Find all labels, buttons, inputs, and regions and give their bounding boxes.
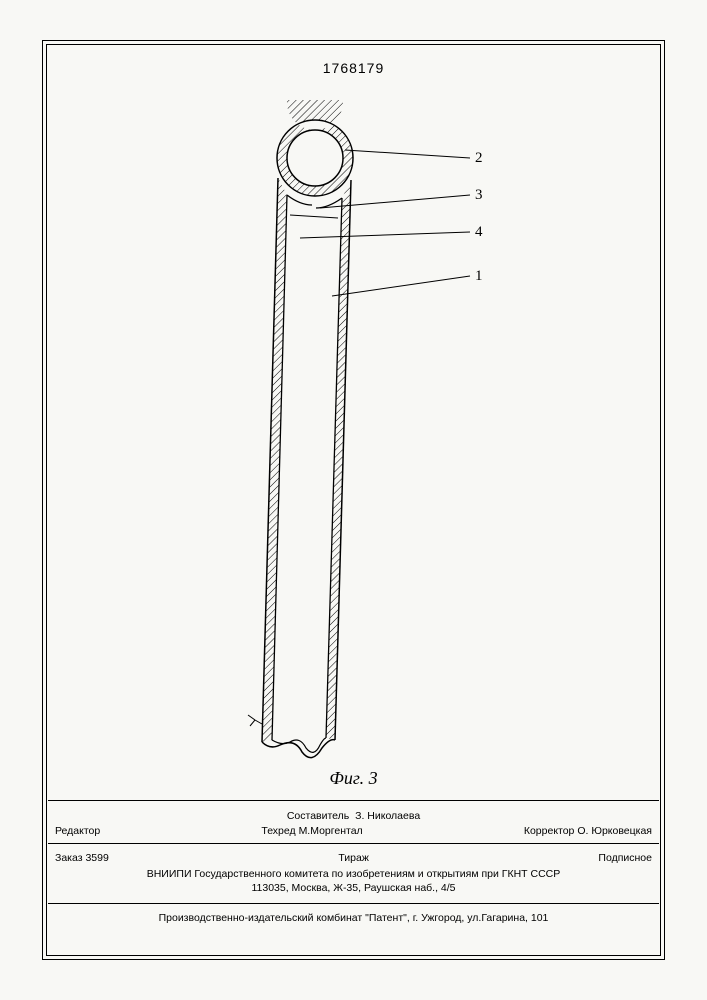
institute-block: ВНИИПИ Государственного комитета по изоб… (55, 867, 652, 895)
compiler-line: Составитель З. Николаева (55, 809, 652, 824)
credits-row: Редактор Техред М.Моргентал Корректор О.… (55, 824, 652, 839)
corrector: Корректор О. Юрковецкая (524, 824, 652, 839)
figure-svg (60, 100, 647, 780)
bottom-mark (248, 715, 262, 726)
publisher-line: Производственно-издательский комбинат "П… (55, 912, 652, 924)
leader-2 (345, 150, 470, 158)
order-row: Заказ 3599 Тираж Подписное (55, 852, 652, 864)
editor: Редактор (55, 824, 100, 839)
tube-bottom-break (262, 740, 335, 758)
subscription: Подписное (598, 852, 652, 864)
order: Заказ 3599 (55, 852, 109, 864)
credits-block: Составитель З. Николаева Редактор Техред… (55, 808, 652, 838)
leader-1 (332, 276, 470, 296)
tube-right-hatch (326, 180, 351, 740)
compiler-name: З. Николаева (355, 810, 420, 822)
figure-area (60, 100, 647, 820)
ring-inner (287, 130, 343, 186)
junction-left (287, 195, 312, 205)
institute-line-2: 113035, Москва, Ж-35, Раушская наб., 4/5 (55, 881, 652, 895)
technician: Техред М.Моргентал (261, 824, 362, 839)
figure-caption: Фиг. 3 (329, 768, 377, 789)
divider-mid (48, 843, 659, 844)
junction-line (290, 215, 338, 218)
callout-4: 4 (475, 224, 483, 241)
patent-number: 1768179 (323, 60, 385, 76)
divider-bot (48, 903, 659, 904)
callout-2: 2 (475, 150, 483, 167)
leader-4 (300, 232, 470, 238)
callout-3: 3 (475, 187, 483, 204)
divider-top (48, 800, 659, 801)
callout-1: 1 (475, 268, 483, 285)
print-run: Тираж (338, 852, 369, 864)
compiler-label: Составитель (287, 810, 349, 822)
institute-line-1: ВНИИПИ Государственного комитета по изоб… (55, 867, 652, 881)
